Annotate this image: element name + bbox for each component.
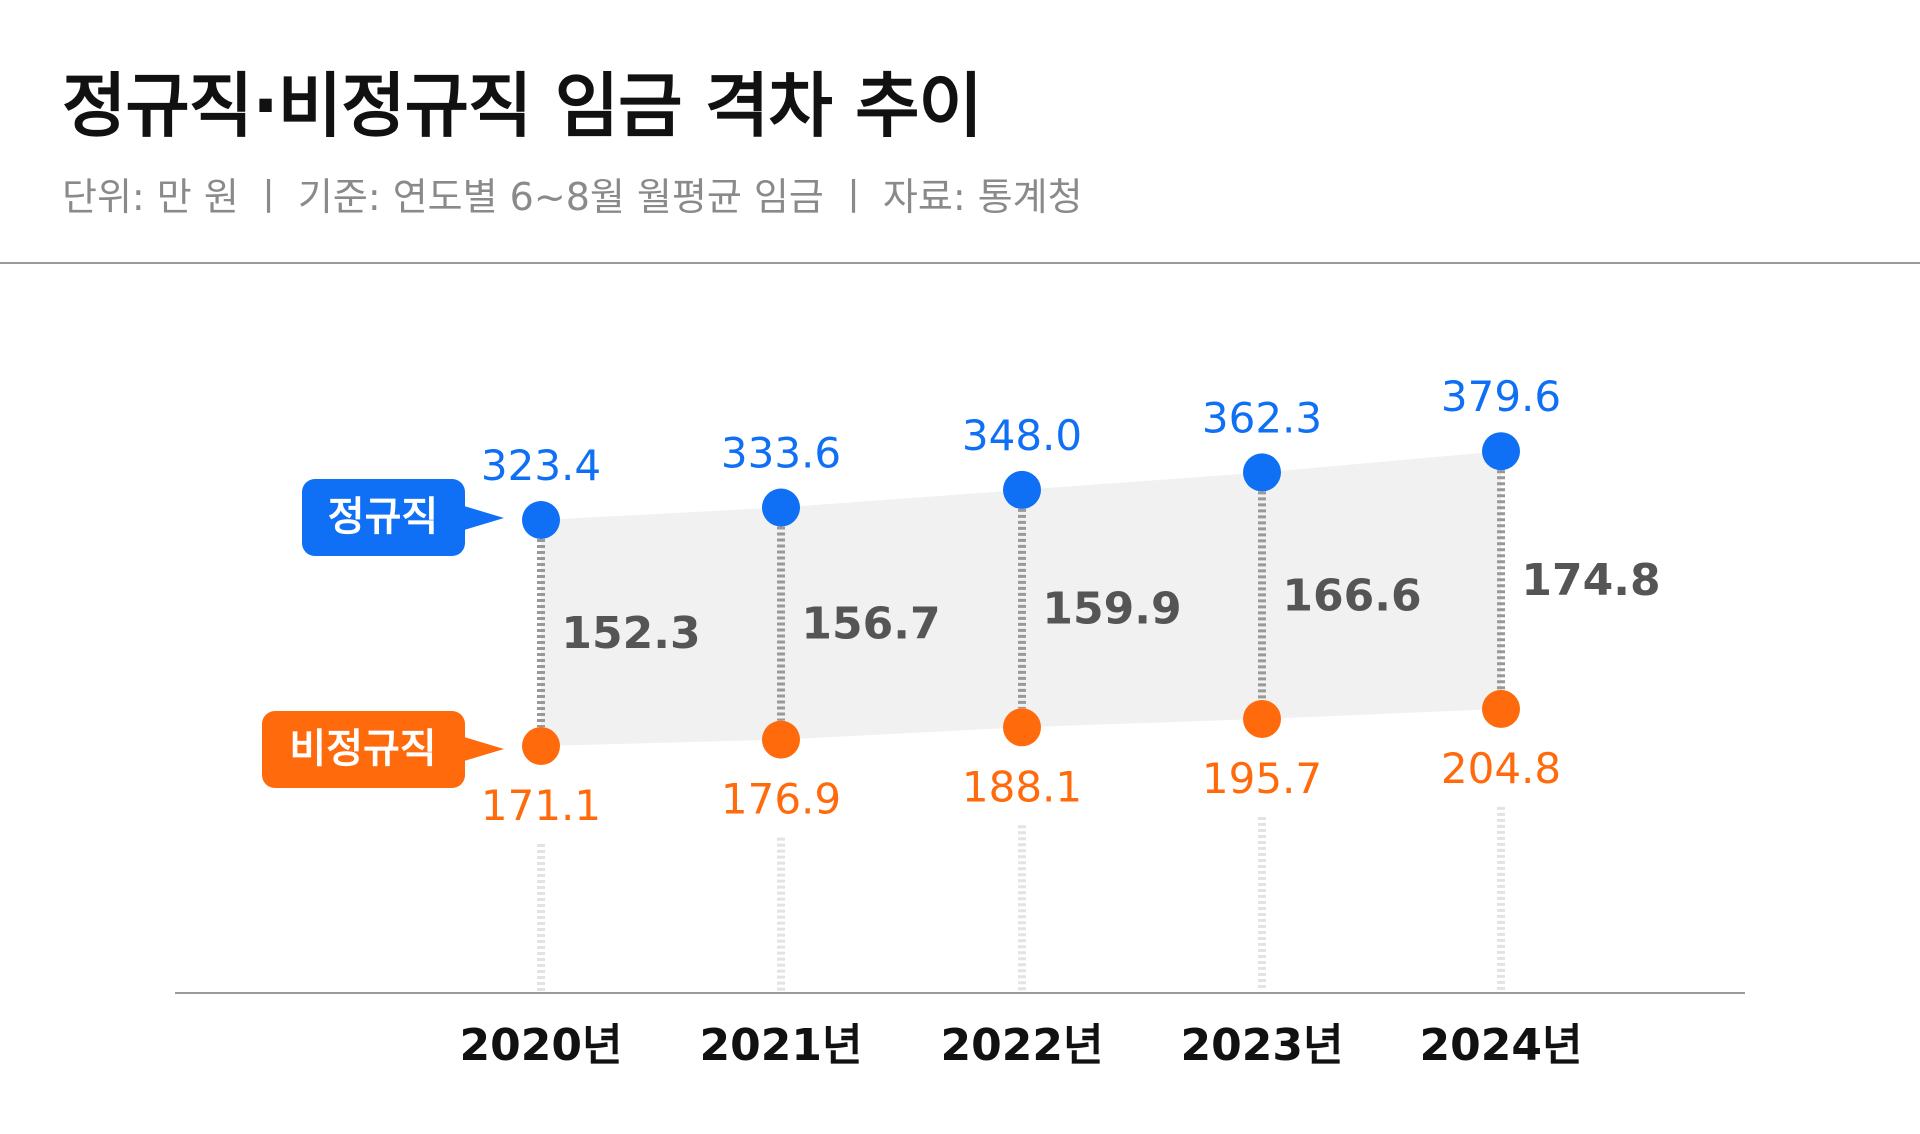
- legend-regular-label: 정규직: [328, 494, 438, 540]
- legend-regular-box: [302, 479, 465, 556]
- regular-point-2: [1003, 470, 1041, 509]
- gap-value-label-1: 156.7: [801, 599, 940, 650]
- header-divider: [0, 262, 1920, 264]
- subtitle: 단위: 만 원 ㅣ 기준: 연도별 6~8월 월평균 임금 ㅣ 자료: 통계청: [62, 175, 1083, 219]
- legend-regular-pointer: [464, 506, 504, 530]
- regular-point-3: [1243, 453, 1281, 492]
- x-tick-label-2: 2022년: [941, 1020, 1104, 1071]
- page-title: 정규직·비정규직 임금 격차 추이: [62, 65, 983, 147]
- x-tick-label-1: 2021년: [700, 1020, 863, 1071]
- x-tick-label-4: 2024년: [1420, 1020, 1583, 1071]
- regular-value-label-1: 333.6: [721, 429, 841, 478]
- regular-value-label-2: 348.0: [962, 411, 1082, 460]
- legend-irregular: 비정규직: [262, 711, 504, 788]
- irregular-value-label-1: 176.9: [721, 775, 841, 824]
- irregular-value-label-0: 171.1: [481, 781, 601, 830]
- regular-value-label-4: 379.6: [1441, 372, 1561, 421]
- gap-value-label-2: 159.9: [1042, 584, 1181, 635]
- gap-value-label-4: 174.8: [1521, 555, 1660, 606]
- x-tick-label-3: 2023년: [1181, 1020, 1344, 1071]
- irregular-point-2: [1003, 708, 1041, 747]
- legend-irregular-box: [262, 711, 465, 788]
- gap-value-label-0: 152.3: [561, 608, 700, 659]
- irregular-value-label-4: 204.8: [1441, 744, 1561, 793]
- legend-irregular-pointer: [464, 737, 504, 761]
- regular-value-label-3: 362.3: [1202, 393, 1322, 442]
- regular-value-label-0: 323.4: [481, 441, 601, 490]
- regular-point-0: [522, 501, 560, 539]
- legend-irregular-label: 비정규직: [289, 726, 436, 772]
- regular-point-4: [1482, 432, 1520, 471]
- irregular-value-label-3: 195.7: [1202, 754, 1322, 803]
- legend-regular: 정규직: [302, 479, 504, 556]
- gap-value-label-3: 166.6: [1282, 571, 1421, 622]
- x-tick-label-0: 2020년: [460, 1020, 623, 1071]
- irregular-point-1: [762, 720, 800, 759]
- irregular-value-label-2: 188.1: [962, 762, 1082, 811]
- regular-point-1: [762, 488, 800, 527]
- irregular-point-0: [522, 727, 560, 765]
- irregular-point-4: [1482, 689, 1520, 728]
- irregular-point-3: [1243, 699, 1281, 738]
